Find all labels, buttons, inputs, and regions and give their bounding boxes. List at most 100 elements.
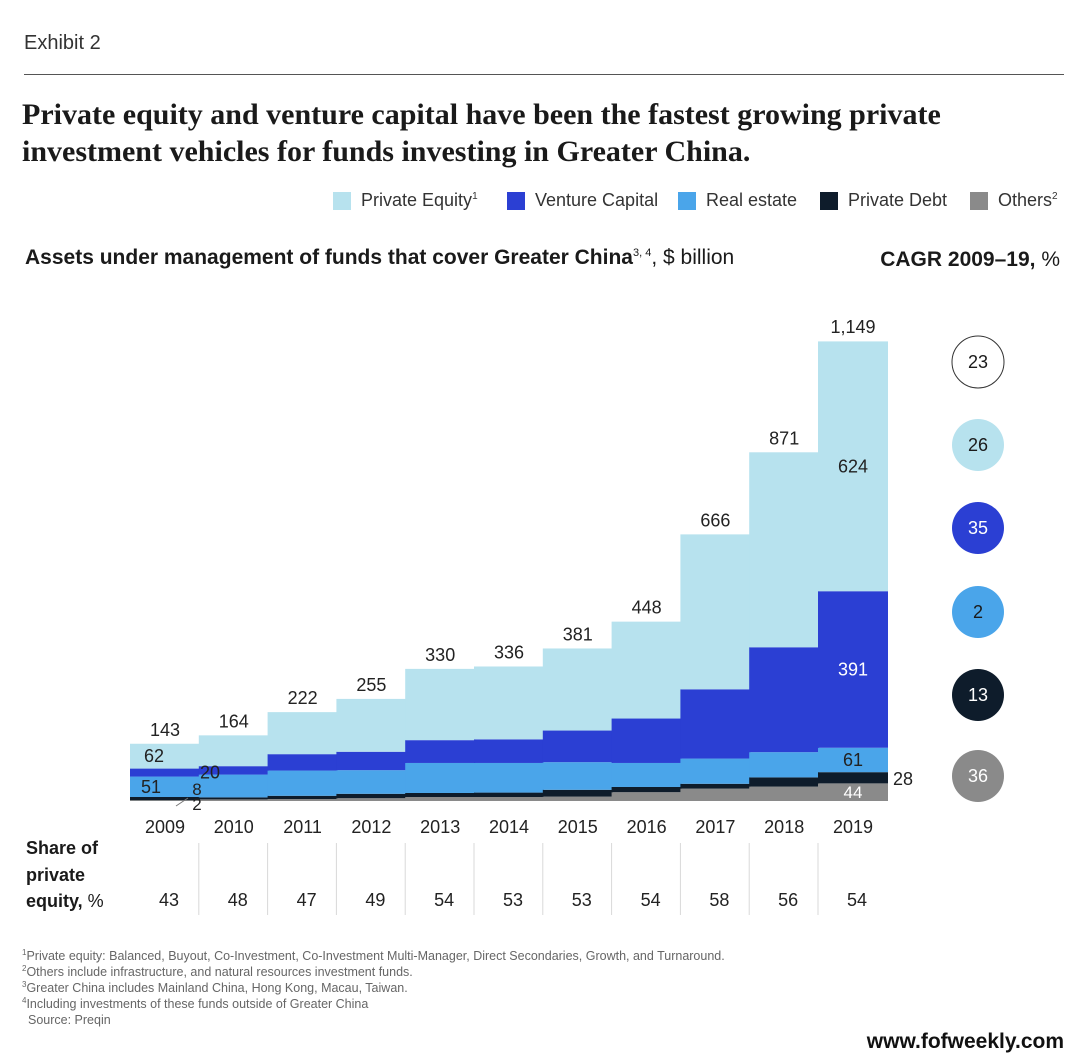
- bar-others-2013: [405, 796, 476, 801]
- bar-venture-capital-2009: [130, 768, 200, 777]
- segment-label-private-debt-2019: 28: [893, 769, 913, 789]
- legend-item-private-equity: Private Equity1: [333, 190, 478, 211]
- segment-label-real-estate-2019: 61: [843, 750, 863, 770]
- legend-item-private-debt: Private Debt: [820, 190, 947, 211]
- bar-real-estate-2010: [198, 774, 269, 798]
- segment-label-private-equity-2019: 624: [838, 456, 868, 476]
- bar-venture-capital-2010: [198, 766, 269, 775]
- bar-real-estate-2018: [749, 752, 820, 778]
- bar-venture-capital-2014: [474, 739, 544, 763]
- legend-label-real-estate: Real estate: [706, 190, 798, 210]
- year-label-2013: 2013: [420, 817, 460, 837]
- bar-venture-capital-2012: [336, 751, 407, 771]
- total-label-2014: 336: [494, 642, 524, 662]
- footnote-2: 2Others include infrastructure, and natu…: [22, 963, 413, 979]
- header-divider: [24, 74, 1064, 75]
- share-value-2013: 54: [434, 890, 454, 910]
- legend-label-private-debt: Private Debt: [848, 190, 948, 210]
- bar-others-2009: [130, 800, 200, 801]
- year-label-2016: 2016: [627, 817, 667, 837]
- bar-others-2012: [336, 798, 407, 801]
- total-label-2013: 330: [425, 645, 455, 665]
- leader-line-2009: [175, 797, 189, 807]
- share-label-line-3: equity, %: [26, 891, 104, 911]
- bar-real-estate-2017: [680, 758, 751, 784]
- bar-private-debt-2017: [680, 783, 751, 789]
- bar-private-debt-2013: [405, 792, 476, 797]
- bar-real-estate-2015: [542, 762, 613, 790]
- bar-real-estate-2011: [267, 770, 338, 796]
- bar-private-debt-2010: [198, 797, 269, 800]
- bar-others-2016: [611, 792, 682, 801]
- segment-label-private-debt-2009: 8: [192, 780, 201, 799]
- bar-venture-capital-2018: [749, 647, 820, 753]
- share-value-2019: 54: [847, 890, 867, 910]
- cagr-circle-venture-capital: [952, 502, 1004, 554]
- legend-swatch-private-debt: [820, 191, 838, 210]
- total-label-2012: 255: [356, 675, 386, 695]
- bar-real-estate-2019: [818, 747, 888, 773]
- total-label-2016: 448: [632, 598, 662, 618]
- bar-venture-capital-2017: [680, 689, 751, 759]
- legend-item-real-estate: Real estate: [678, 190, 797, 211]
- bar-others-2015: [542, 796, 613, 801]
- share-value-2014: 53: [503, 890, 523, 910]
- share-value-2010: 48: [228, 890, 248, 910]
- cagr-value-real-estate: 2: [973, 602, 983, 622]
- segment-label-real-estate-2009: 51: [141, 777, 161, 797]
- exhibit-label: Exhibit 2: [24, 32, 101, 54]
- bar-others-2018: [749, 786, 820, 801]
- legend-swatch-real-estate: [678, 191, 696, 210]
- cagr-value-private-equity: 26: [968, 435, 988, 455]
- bar-private-equity-2019: [818, 341, 888, 592]
- bar-private-debt-2012: [336, 793, 407, 799]
- footnote-4: 4Including investments of these funds ou…: [22, 995, 369, 1011]
- segment-label-others-2019: 44: [844, 783, 863, 802]
- bar-real-estate-2016: [611, 762, 682, 787]
- bar-others-2019: [818, 783, 888, 801]
- footnote-3: 3Greater China includes Mainland China, …: [22, 979, 408, 995]
- segment-label-others-2009: 2: [192, 795, 201, 814]
- cagr-value-venture-capital: 35: [968, 518, 988, 538]
- bar-private-equity-2016: [611, 621, 682, 719]
- legend-swatch-private-equity: [333, 191, 351, 210]
- bar-private-equity-2014: [474, 666, 544, 740]
- cagr-circles: 23 26 35 2 13 36: [951, 335, 1005, 802]
- year-label-2019: 2019: [833, 817, 873, 837]
- bar-private-debt-2015: [542, 789, 613, 797]
- year-label-2015: 2015: [558, 817, 598, 837]
- year-label-2018: 2018: [764, 817, 804, 837]
- footnote-source: Source: Preqin: [28, 1013, 111, 1027]
- cagr-value-total: 23: [968, 352, 988, 372]
- bar-others-2010: [198, 799, 269, 801]
- bar-real-estate-2013: [405, 762, 476, 793]
- share-label-line-2: private: [26, 865, 85, 885]
- bar-others-2011: [267, 798, 338, 801]
- bar-private-debt-2018: [749, 777, 820, 787]
- bar-private-debt-2011: [267, 795, 338, 799]
- chart-subtitle: Assets under management of funds that co…: [25, 246, 735, 269]
- bar-real-estate-2014: [474, 762, 544, 793]
- bar-private-equity-2013: [405, 668, 476, 741]
- chart-headline: Private equity and venture capital have …: [22, 98, 941, 168]
- bar-private-equity-2017: [680, 534, 751, 690]
- share-value-2009: 43: [159, 890, 179, 910]
- year-label-2014: 2014: [489, 817, 529, 837]
- bar-private-debt-2016: [611, 786, 682, 793]
- share-label-line-1: Share of: [26, 838, 99, 858]
- cagr-title: CAGR 2009–19, %: [880, 248, 1060, 271]
- year-label-2017: 2017: [695, 817, 735, 837]
- cagr-circle-real-estate: [952, 586, 1004, 638]
- year-label-2009: 2009: [145, 817, 185, 837]
- total-label-2017: 666: [700, 510, 730, 530]
- footnote-1: 1Private equity: Balanced, Buyout, Co-In…: [22, 947, 725, 963]
- cagr-circle-others: [952, 750, 1004, 802]
- share-of-private-equity-row: Share of private equity, % 43 48 47 49 54 53 5…: [26, 838, 867, 915]
- cagr-circle-total: [951, 335, 1005, 389]
- share-value-2012: 49: [365, 890, 385, 910]
- total-label-2010: 164: [219, 711, 249, 731]
- legend-label-venture-capital: Venture Capital: [535, 190, 659, 210]
- bar-others-2014: [474, 796, 544, 801]
- bar-real-estate-2012: [336, 770, 407, 794]
- bar-private-debt-2014: [474, 792, 544, 797]
